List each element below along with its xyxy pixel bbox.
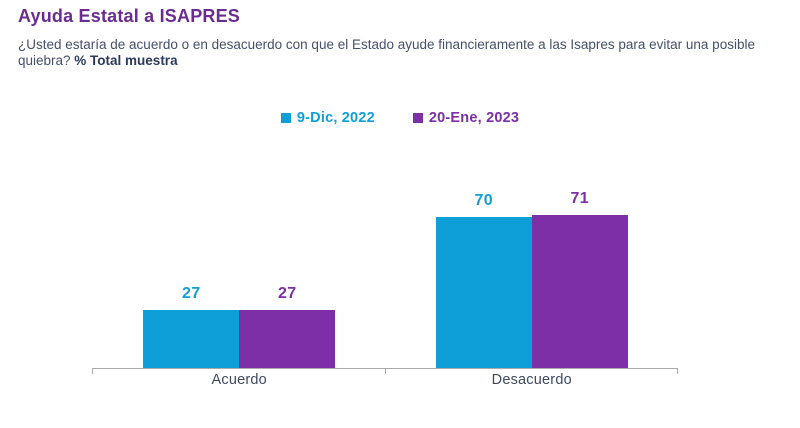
bar-desacuerdo-series2: 71 [531,190,628,368]
bar-group-desacuerdo: 70 71 [386,160,679,368]
legend-item-1: 20-Ene, 2023 [412,110,520,126]
bar-value-label: 71 [570,190,589,207]
subtitle-question: ¿Usted estaría de acuerdo o en desacuerd… [18,37,755,68]
category-label-acuerdo: Acuerdo [211,372,267,388]
chart-subtitle: ¿Usted estaría de acuerdo o en desacuerd… [18,37,788,69]
legend: 9-Dic, 2022 20-Ene, 2023 [0,110,800,126]
subtitle-sample-note: % Total muestra [74,53,178,68]
bar-acuerdo-series2: 27 [239,285,336,368]
legend-label: 9-Dic, 2022 [296,110,375,126]
legend-swatch-icon [412,113,423,123]
x-axis-tick-right [677,368,678,374]
chart-title: Ayuda Estatal a ISAPRES [18,6,241,26]
legend-item-0: 9-Dic, 2022 [280,110,375,126]
x-axis-tick-middle [385,368,386,374]
bar-value-label: 70 [474,192,493,209]
bar-acuerdo-series1: 27 [143,285,240,368]
x-axis-tick-left [92,368,93,374]
bar-value-label: 27 [182,285,201,302]
plot-area: 27 27 70 71 [93,160,678,369]
bar-desacuerdo-series1: 70 [435,192,532,368]
category-label-row: Acuerdo Desacuerdo [93,372,678,388]
bar-group-acuerdo: 27 27 [93,160,386,368]
legend-swatch-icon [280,113,291,123]
bar-groups: 27 27 70 71 [93,160,678,368]
legend-label: 20-Ene, 2023 [428,110,520,126]
category-label-desacuerdo: Desacuerdo [491,372,572,388]
bar-value-label: 27 [278,285,297,302]
